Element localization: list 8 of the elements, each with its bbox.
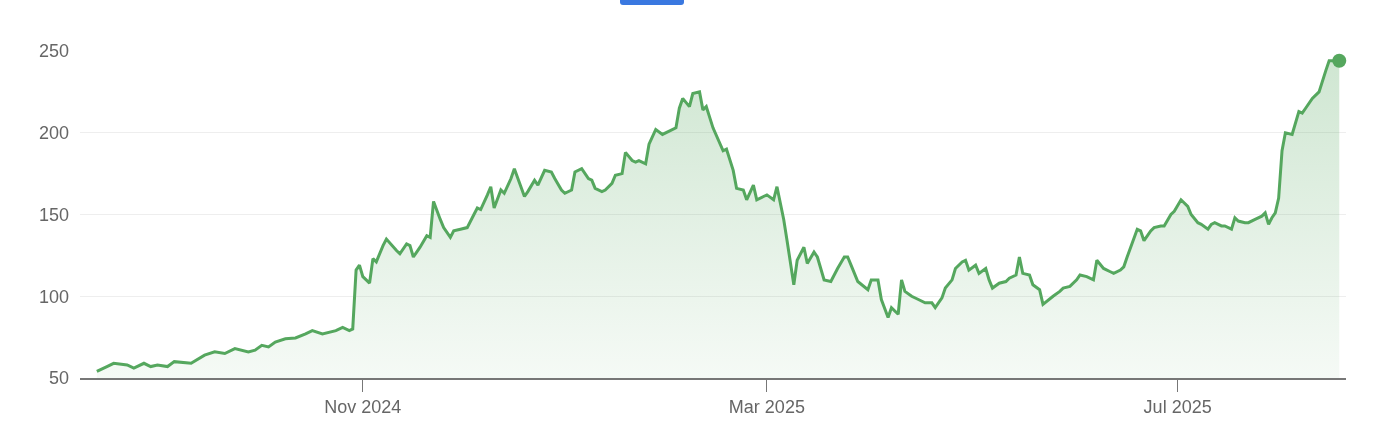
y-tick-label: 100 (38, 286, 69, 307)
y-tick-label: 150 (38, 204, 69, 225)
x-tick-label: Jul 2025 (1143, 397, 1212, 418)
x-tick-label: Mar 2025 (728, 397, 805, 418)
y-tick-label: 50 (48, 368, 69, 389)
y-tick-label: 250 (38, 41, 69, 62)
x-tick-label: Nov 2024 (324, 397, 402, 418)
y-tick-label: 200 (38, 123, 69, 144)
